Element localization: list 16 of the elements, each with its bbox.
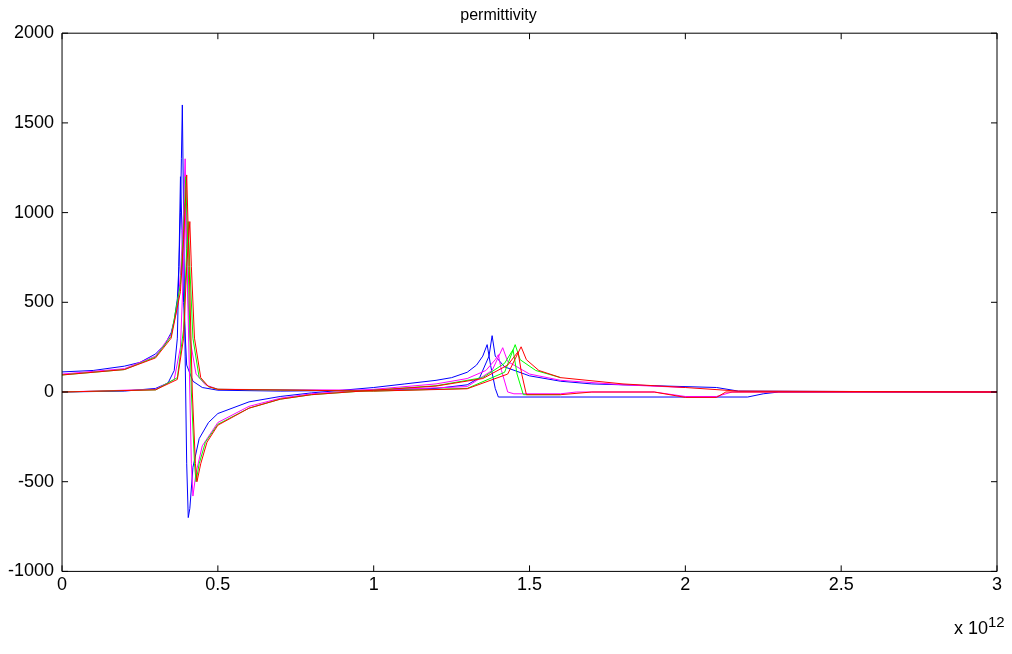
x-tick-label: 0 [57,574,68,595]
x-tick-label: 1 [368,574,379,595]
x-tick-label: 1.5 [517,574,543,595]
y-tick-label: 500 [23,291,55,312]
x-tick-label: 2.5 [828,574,854,595]
y-tick-label: -1000 [7,560,55,581]
text: x 10$^{12}$ [954,613,1005,640]
y-tick-label: 1500 [13,111,55,132]
y-tick-label: 2000 [13,22,55,43]
x-tick-label: 0.5 [205,574,231,595]
y-tick-label: -500 [18,470,55,491]
x-tick-label: 3 [991,574,1003,595]
y-tick-label: 0 [44,380,55,401]
chart-title: permittivity [460,6,537,24]
x-tick-label: 2 [680,574,691,595]
y-tick-label: 1000 [13,201,55,222]
